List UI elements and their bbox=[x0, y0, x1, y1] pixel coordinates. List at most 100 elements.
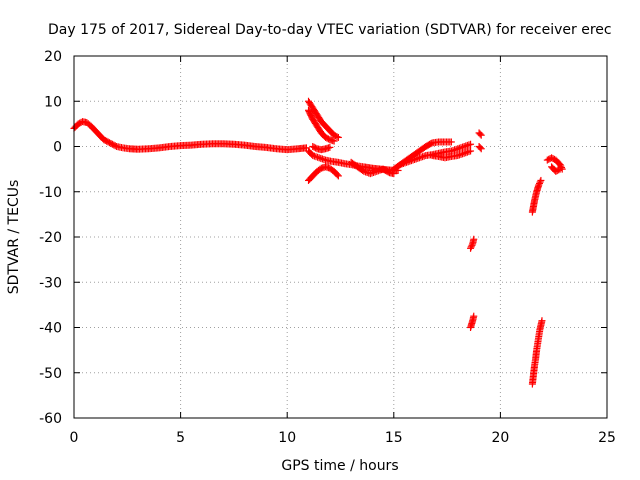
series-marker-arc-a bbox=[311, 108, 319, 116]
series-marker-rise-b bbox=[414, 154, 422, 162]
x-tick-label: 10 bbox=[278, 430, 296, 446]
series-marker-arc-f bbox=[388, 169, 396, 177]
series-marker-rise-a bbox=[419, 144, 427, 152]
series-marker-outlier-a bbox=[469, 237, 477, 245]
series-marker-arc-a bbox=[328, 129, 336, 137]
series-marker-arc-a bbox=[324, 124, 332, 132]
series-marker-rise-c bbox=[459, 150, 467, 158]
series-marker-main-track bbox=[101, 136, 109, 144]
series-marker-main-track bbox=[84, 120, 92, 128]
series-marker-rise-b bbox=[452, 145, 460, 153]
chart-title: Day 175 of 2017, Sidereal Day-to-day VTE… bbox=[48, 22, 612, 38]
series-marker-arc-b bbox=[323, 134, 331, 142]
series-marker-rise-b bbox=[407, 157, 415, 165]
series-marker-arc-b bbox=[316, 126, 324, 134]
series-marker-late-a bbox=[536, 178, 544, 186]
series-marker-late-d bbox=[553, 167, 561, 175]
series-marker-arc-d bbox=[311, 170, 319, 178]
x-tick-label: 25 bbox=[598, 430, 616, 446]
series-marker-arc-c bbox=[314, 153, 322, 161]
grid-lines bbox=[74, 56, 607, 418]
series-marker-rise-b bbox=[465, 141, 473, 149]
series-marker-rise-b bbox=[459, 143, 467, 151]
series-marker-arc-f bbox=[357, 166, 365, 174]
y-tick-label: -20 bbox=[39, 230, 62, 246]
series-marker-short-b bbox=[476, 144, 484, 152]
series-marker-main-track bbox=[98, 133, 106, 141]
series-marker-late-b bbox=[536, 327, 544, 335]
series-marker-arc-d bbox=[333, 171, 341, 179]
series-marker-outlier-a bbox=[467, 243, 475, 251]
series-marker-arc-d bbox=[307, 174, 315, 182]
x-tick-label: 20 bbox=[491, 430, 509, 446]
series-marker-late-a bbox=[535, 179, 543, 187]
series-marker-arc-c bbox=[307, 149, 315, 157]
data-point-short-a bbox=[477, 131, 485, 139]
series-marker-arc-d bbox=[327, 165, 335, 173]
data-points bbox=[70, 97, 566, 388]
series-marker-rise-c bbox=[465, 148, 473, 156]
series-marker-arc-b bbox=[311, 119, 319, 127]
series-marker-rise-b bbox=[401, 159, 409, 167]
series-marker-late-c bbox=[554, 158, 562, 166]
series-marker-arc-b bbox=[329, 137, 337, 145]
series-marker-arc-a bbox=[333, 133, 341, 141]
series-marker-arc-a bbox=[319, 120, 327, 128]
y-tick-label: -40 bbox=[39, 321, 62, 337]
series-marker-main-track bbox=[110, 141, 118, 149]
y-tick-label: -30 bbox=[39, 275, 62, 291]
y-tick-label: -10 bbox=[39, 185, 62, 201]
y-tick-labels: -60 -50 -40 -30 -20 -10 0 10 20 bbox=[39, 49, 62, 427]
series-marker-rise-a bbox=[426, 140, 434, 148]
y-tick-label: -60 bbox=[39, 411, 62, 427]
series-marker-main-track bbox=[301, 144, 309, 152]
series-marker-rise-a bbox=[446, 138, 454, 146]
y-tick-label: 0 bbox=[53, 140, 62, 156]
axis-ticks bbox=[73, 55, 608, 419]
series-marker-main-track bbox=[106, 139, 114, 147]
series-marker-main-track bbox=[76, 119, 84, 127]
series-marker-main-track bbox=[93, 129, 101, 137]
y-tick-label: 10 bbox=[44, 94, 62, 110]
series-marker-arc-f bbox=[351, 161, 359, 169]
series-marker-arc-e bbox=[310, 143, 318, 151]
series-marker-late-c bbox=[557, 162, 565, 170]
series-marker-arc-e bbox=[324, 144, 332, 152]
series-marker-arc-d bbox=[314, 166, 322, 174]
data-point-late-a bbox=[537, 176, 545, 184]
series-marker-rise-c bbox=[452, 152, 460, 160]
series-marker-late-b bbox=[537, 323, 545, 331]
x-tick-label: 0 bbox=[70, 430, 79, 446]
series-marker-late-b bbox=[538, 318, 546, 326]
series-marker-late-c bbox=[549, 155, 557, 163]
x-tick-label: 15 bbox=[385, 430, 403, 446]
series-marker-arc-a bbox=[307, 101, 315, 109]
series-marker-rise-a bbox=[413, 149, 421, 157]
series-marker-late-d bbox=[550, 165, 558, 173]
y-tick-label: 20 bbox=[44, 49, 62, 65]
series-marker-main-track bbox=[89, 124, 97, 132]
series-marker-rise-b bbox=[420, 152, 428, 160]
y-axis-label: SDTVAR / TECUs bbox=[6, 180, 22, 295]
series-marker-arc-a bbox=[332, 132, 340, 140]
series-marker-short-a bbox=[476, 130, 484, 138]
series-marker-arc-b bbox=[319, 131, 327, 139]
series-marker-late-d bbox=[555, 166, 563, 174]
series-marker-arc-f bbox=[383, 167, 391, 175]
x-tick-labels: 0 5 10 15 20 25 bbox=[70, 430, 616, 446]
x-tick-label: 5 bbox=[176, 430, 185, 446]
series-marker-arc-f bbox=[371, 168, 379, 176]
data-point-outlier-a bbox=[467, 244, 475, 252]
series-marker-outlier-b bbox=[469, 314, 477, 322]
series-marker-arc-c bbox=[320, 156, 328, 164]
series-marker-arc-d bbox=[332, 170, 340, 178]
y-tick-label: -50 bbox=[39, 366, 62, 382]
data-point-short-b bbox=[477, 145, 485, 153]
series-marker-outlier-a bbox=[468, 241, 476, 249]
plot-frame bbox=[73, 55, 608, 419]
series-marker-arc-a bbox=[316, 115, 324, 123]
series-marker-arc-b bbox=[308, 113, 316, 121]
series-marker-main-track bbox=[111, 142, 119, 150]
x-axis-label: GPS time / hours bbox=[281, 458, 398, 474]
